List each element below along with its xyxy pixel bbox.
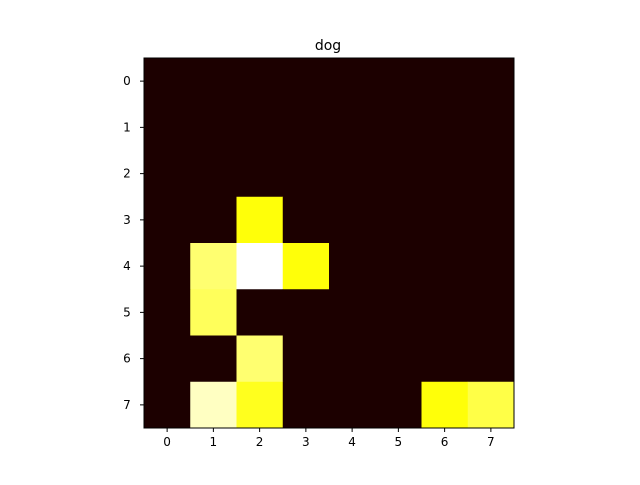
- heatmap-cell: [144, 58, 191, 105]
- heatmap-cell: [190, 58, 237, 105]
- heatmap-cell: [329, 289, 376, 336]
- heatmap-cell: [467, 335, 515, 383]
- heatmap-cell: [282, 104, 330, 151]
- x-tick-label: 3: [302, 435, 310, 449]
- x-tick-label: 7: [487, 435, 495, 449]
- heatmap-cell: [329, 381, 376, 429]
- heatmap-cell: [144, 335, 191, 383]
- heatmap-cell: [144, 104, 191, 151]
- heatmap-cells: [144, 58, 515, 429]
- heatmap-cell: [329, 196, 376, 244]
- y-tick-label: 3: [123, 213, 131, 227]
- heatmap-cell: [329, 150, 376, 198]
- heatmap-cell: [467, 289, 515, 336]
- heatmap-cell: [236, 243, 284, 290]
- heatmap-cell: [236, 58, 284, 105]
- x-tick-label: 5: [395, 435, 403, 449]
- y-tick-label: 2: [123, 167, 131, 181]
- x-tick-label: 0: [163, 435, 171, 449]
- heatmap-cell: [421, 58, 469, 105]
- heatmap-cell: [467, 58, 515, 105]
- x-tick-label: 1: [210, 435, 218, 449]
- heatmap-cell: [236, 150, 284, 198]
- heatmap-cell: [329, 243, 376, 290]
- heatmap-cell: [375, 243, 422, 290]
- heatmap-cell: [421, 335, 469, 383]
- heatmap-cell: [282, 150, 330, 198]
- y-axis: 0 1 2 3 4 5 6 7: [123, 74, 144, 412]
- x-tick-label: 4: [348, 435, 356, 449]
- heatmap-cell: [421, 196, 469, 244]
- heatmap-cell: [236, 104, 284, 151]
- heatmap-cell: [375, 150, 422, 198]
- heatmap-cell: [282, 289, 330, 336]
- heatmap-cell: [467, 243, 515, 290]
- y-tick-label: 7: [123, 398, 131, 412]
- y-tick-label: 6: [123, 352, 131, 366]
- heatmap-cell: [282, 196, 330, 244]
- heatmap-cell: [144, 196, 191, 244]
- heatmap-cell: [282, 243, 330, 290]
- heatmap-cell: [375, 335, 422, 383]
- heatmap-cell: [144, 381, 191, 429]
- x-tick-label: 2: [256, 435, 264, 449]
- heatmap-cell: [467, 104, 515, 151]
- heatmap-cell: [236, 335, 284, 383]
- heatmap-cell: [190, 196, 237, 244]
- heatmap-cell: [375, 104, 422, 151]
- y-tick-label: 5: [123, 305, 131, 319]
- heatmap-cell: [144, 243, 191, 290]
- y-tick-label: 4: [123, 259, 131, 273]
- heatmap-cell: [421, 243, 469, 290]
- heatmap-cell: [190, 150, 237, 198]
- heatmap-cell: [144, 289, 191, 336]
- heatmap-cell: [467, 150, 515, 198]
- heatmap-cell: [421, 104, 469, 151]
- heatmap-cell: [282, 381, 330, 429]
- heatmap-cell: [190, 289, 237, 336]
- heatmap-cell: [236, 381, 284, 429]
- y-tick-label: 1: [123, 120, 131, 134]
- heatmap-cell: [375, 196, 422, 244]
- x-tick-label: 6: [441, 435, 449, 449]
- heatmap-cell: [329, 58, 376, 105]
- plot-frame: [143, 57, 515, 429]
- heatmap-cell: [421, 150, 469, 198]
- heatmap-cell: [329, 104, 376, 151]
- heatmap-cell: [421, 381, 469, 429]
- heatmap-cell: [190, 335, 237, 383]
- heatmap-cell: [190, 104, 237, 151]
- heatmap-cell: [375, 58, 422, 105]
- heatmap-cell: [282, 335, 330, 383]
- heatmap-cell: [467, 381, 515, 429]
- y-tick-label: 0: [123, 74, 131, 88]
- heatmap-cell: [375, 289, 422, 336]
- heatmap-cell: [236, 289, 284, 336]
- heatmap-cell: [467, 196, 515, 244]
- heatmap-cell: [236, 196, 284, 244]
- heatmap-cell: [190, 381, 237, 429]
- heatmap-cell: [329, 335, 376, 383]
- chart-title: dog: [315, 38, 341, 54]
- heatmap-cell: [421, 289, 469, 336]
- heatmap-cell: [144, 150, 191, 198]
- heatmap-cell: [190, 243, 237, 290]
- x-axis: 0 1 2 3 4 5 6 7: [163, 428, 495, 449]
- heatmap-cell: [282, 58, 330, 105]
- heatmap-cell: [375, 381, 422, 429]
